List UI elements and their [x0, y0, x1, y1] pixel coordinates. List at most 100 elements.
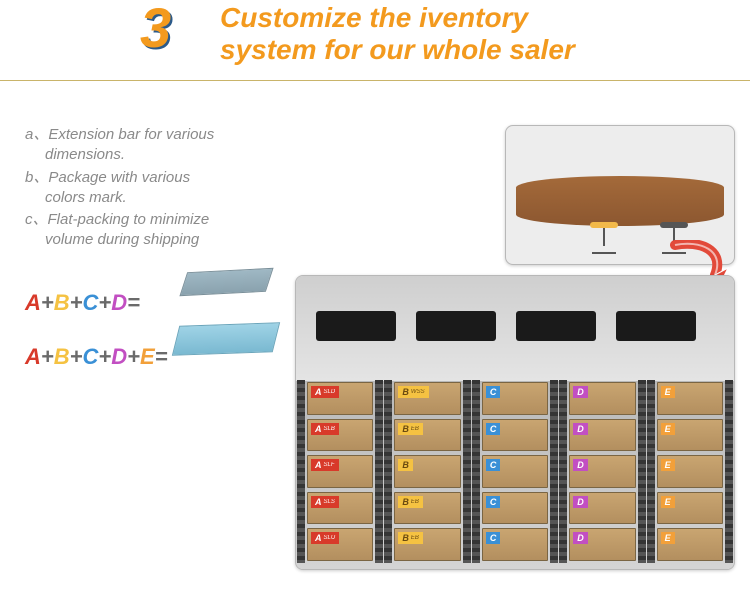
feature-text: Extension bar for various — [48, 126, 214, 143]
shelf-tag-D: D — [573, 532, 588, 544]
feature-label: a、 — [25, 126, 48, 143]
header-divider — [0, 80, 750, 81]
feature-text: Package with various — [48, 169, 190, 186]
shelf-box: ASLU — [307, 528, 373, 561]
feature-item-c: c、Flat-packing to minimize volume during… — [25, 210, 260, 251]
mini-desk-1 — [179, 268, 273, 296]
ceiling-panel — [616, 311, 696, 341]
shelf-box: C — [482, 419, 548, 452]
warehouse-ceiling — [296, 276, 734, 381]
formula-plus: + — [127, 344, 140, 369]
shelf-tag-sub: EB — [411, 426, 419, 432]
mini-desk-2 — [172, 322, 280, 355]
feature-list: a、Extension bar for various dimensions. … — [25, 125, 260, 253]
shelf-tag-C: C — [486, 423, 501, 435]
formula-C: C — [83, 344, 99, 369]
shelf-tag-C: C — [486, 459, 501, 471]
shelf-box: BEB — [394, 419, 460, 452]
rack-column-A: ASLD ASLB ASLF ASLS ASLU — [298, 380, 382, 563]
shelf-box: ASLS — [307, 492, 373, 525]
shelf-tag-C: C — [486, 532, 501, 544]
formula-D: D — [111, 344, 127, 369]
formula-plus: + — [70, 290, 83, 315]
formula-row-1: A+B+C+D= — [25, 290, 168, 316]
shelf-box: E — [657, 419, 723, 452]
formula-eq: = — [127, 290, 140, 315]
shelf-tag-D: D — [573, 496, 588, 508]
formula-block: A+B+C+D= A+B+C+D+E= — [25, 290, 168, 398]
formula-plus: + — [98, 290, 111, 315]
formula-B: B — [54, 290, 70, 315]
feature-text-cont: colors mark. — [25, 188, 260, 208]
shelf-box: E — [657, 455, 723, 488]
rack-column-C: C C C C C — [473, 380, 557, 563]
shelf-box: ASLD — [307, 382, 373, 415]
formula-eq: = — [155, 344, 168, 369]
formula-C: C — [83, 290, 99, 315]
header: 3 Customize the iventory system for our … — [0, 0, 750, 80]
shelf-tag-C: C — [486, 496, 501, 508]
formula-B: B — [54, 344, 70, 369]
feature-item-a: a、Extension bar for various dimensions. — [25, 125, 260, 166]
ceiling-panel — [316, 311, 396, 341]
formula-E: E — [140, 344, 155, 369]
shelf-box: C — [482, 528, 548, 561]
shelf-box: BEB — [394, 528, 460, 561]
feature-text-cont: volume during shipping — [25, 230, 260, 250]
shelf-tag-A: ASLF — [311, 459, 339, 471]
shelf-box: D — [569, 492, 635, 525]
shelf-tag-sub: EB — [411, 535, 419, 541]
shelf-box: C — [482, 455, 548, 488]
shelf-box: E — [657, 382, 723, 415]
feature-label: c、 — [25, 211, 48, 228]
shelf-box: B — [394, 455, 460, 488]
formula-D: D — [111, 290, 127, 315]
shelf-box: D — [569, 528, 635, 561]
shelf-tag-B: B — [398, 459, 413, 471]
formula-plus: + — [70, 344, 83, 369]
rack-column-D: D D D D D — [560, 380, 644, 563]
rack-column-E: EEEEE — [648, 380, 732, 563]
photo-warehouse: ASLDASLBASLFASLSASLUBWSSBEBBBEBBEBCCCCCD… — [295, 275, 735, 570]
shelf-tag-sub: WSS — [411, 389, 425, 395]
shelf-box: ASLB — [307, 419, 373, 452]
shelf-box: E — [657, 528, 723, 561]
formula-plus: + — [41, 344, 54, 369]
feature-text: Flat-packing to minimize — [48, 211, 210, 228]
shelf-box: C — [482, 382, 548, 415]
shelf-tag-E: E — [661, 496, 675, 508]
warehouse-racks: ASLDASLBASLFASLSASLUBWSSBEBBBEBBEBCCCCCD… — [296, 376, 734, 569]
shelf-tag-sub: SLF — [324, 462, 335, 468]
header-title: Customize the iventory system for our wh… — [220, 2, 575, 66]
rack-column-B: BWSSBEBBBEBBEB — [385, 380, 469, 563]
feature-label: b、 — [25, 169, 48, 186]
shelf-tag-A: ASLB — [311, 423, 339, 435]
shelf-box: C — [482, 492, 548, 525]
shelf-box: D — [569, 419, 635, 452]
mini-desk-thumbnails — [170, 270, 280, 354]
shelf-tag-B: BEB — [398, 423, 423, 435]
shelf-box: ASLF — [307, 455, 373, 488]
ceiling-panel — [416, 311, 496, 341]
shelf-box: D — [569, 455, 635, 488]
title-line2: system for our whole saler — [220, 34, 575, 65]
shelf-box: D — [569, 382, 635, 415]
shelf-tag-sub: SLU — [324, 535, 336, 541]
shelf-tag-sub: SLD — [324, 389, 336, 395]
shelf-tag-B: BEB — [398, 496, 423, 508]
shelf-tag-D: D — [573, 459, 588, 471]
formula-A: A — [25, 344, 41, 369]
shelf-tag-D: D — [573, 423, 588, 435]
step-number: 3 — [140, 0, 171, 60]
chair-yellow — [586, 214, 622, 254]
shelf-tag-C: C — [486, 386, 501, 398]
shelf-box: BEB — [394, 492, 460, 525]
formula-A: A — [25, 290, 41, 315]
shelf-box: E — [657, 492, 723, 525]
shelf-tag-D: D — [573, 386, 588, 398]
title-line1: Customize the iventory — [220, 2, 528, 33]
shelf-tag-sub: SLS — [324, 499, 335, 505]
formula-row-2: A+B+C+D+E= — [25, 344, 168, 370]
shelf-tag-A: ASLS — [311, 496, 339, 508]
feature-item-b: b、Package with various colors mark. — [25, 168, 260, 209]
